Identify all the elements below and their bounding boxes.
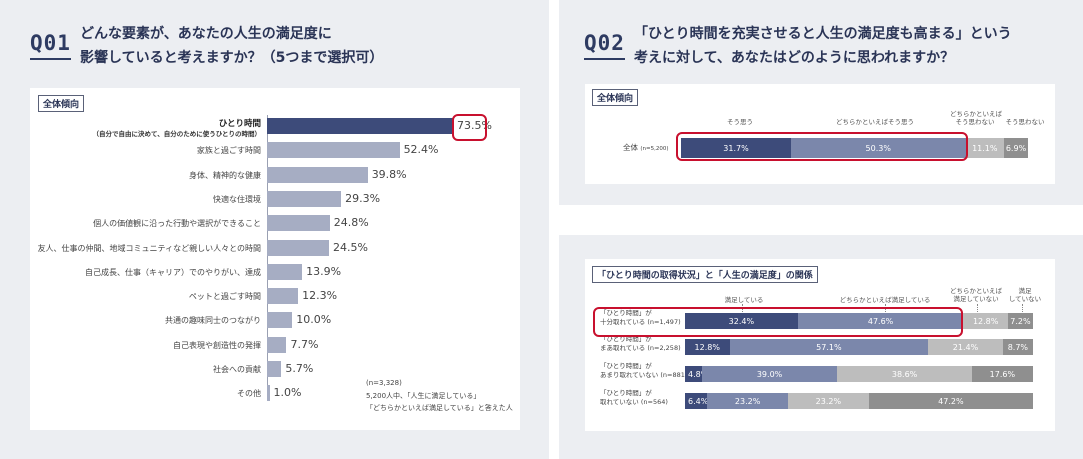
- panel-divider-horizontal: [559, 205, 1083, 235]
- q1-title-line1: どんな要素が、あなたの人生の満足度に: [80, 26, 332, 42]
- q3-header-tick: [1022, 304, 1023, 312]
- q3-segment-label: 17.6%: [971, 366, 1033, 382]
- q1-value-label: 73.5%: [456, 119, 492, 132]
- q2-row-label-text: 全体: [623, 143, 638, 152]
- q1-bar: [267, 142, 400, 159]
- q3-segment-label: 23.2%: [788, 393, 869, 409]
- q1-value-label: 10.0%: [296, 313, 332, 327]
- q1-value-label: 5.7%: [285, 362, 314, 375]
- q1-axis-line: [267, 115, 268, 398]
- q1-category-label: 家族と過ごす時間: [196, 146, 261, 156]
- q1-chart-card: [30, 88, 520, 430]
- q1-bar: [267, 385, 270, 402]
- q1-category-subtitle: （自分で自由に決めて、自分のために使うひとりの時間）: [92, 130, 261, 138]
- q3-row-label-line1: 「ひとり時間」が: [600, 309, 652, 317]
- q1-category-label: 友人、仕事の仲間、地域コミュニティなど親しい人々との時間: [37, 243, 261, 253]
- q2-segment-label: 6.9%: [1004, 138, 1028, 158]
- q3-header-2: どちらかといえば 満足していない: [950, 287, 1002, 303]
- q3-segment-label: 32.4%: [685, 313, 798, 329]
- q3-segment-label: 21.4%: [928, 339, 1003, 355]
- q2-title-line2: 考えに対して、あなたはどのように思われますか？: [634, 50, 955, 66]
- q3-segment-label: 12.8%: [685, 339, 730, 355]
- q3-highlight-box: [593, 307, 963, 337]
- q2-segment-label: 11.1%: [965, 138, 1005, 158]
- q3-header-1: どちらかといえば満足している: [839, 296, 931, 304]
- q2-highlight-box: [676, 132, 968, 161]
- q3-segment-label: 23.2%: [707, 393, 788, 409]
- q1-category-label: 個人の価値観に沿った行動や選択ができること: [93, 219, 261, 229]
- q1-bar: [267, 239, 329, 256]
- q3-segment-label: 7.2%: [1007, 313, 1033, 329]
- q1-bar: [267, 215, 330, 232]
- q1-tag: 全体傾向: [38, 95, 85, 112]
- q2-row-label: 全体 (n=5,200): [623, 144, 669, 153]
- q1-bar: [267, 190, 342, 207]
- q1-category-label: その他: [237, 389, 261, 399]
- q2-tag: 全体傾向: [592, 89, 639, 106]
- q1-title-line2: 影響していると考えますか？（5つまで選択可）: [80, 50, 384, 66]
- q1-category-label: ペットと過ごす時間: [188, 292, 261, 302]
- q1-note-line2: 「どちらかといえば満足している」と答えた人: [366, 404, 513, 412]
- q1-value-label: 24.8%: [333, 216, 369, 230]
- q3-segment-label: 6.4%: [685, 393, 708, 409]
- q1-value-label: 1.0%: [273, 386, 302, 400]
- q1-category-label: ひとり時間: [218, 119, 261, 129]
- q2-header-3: そう思わない: [1005, 118, 1045, 126]
- q2-chart-card: [585, 84, 1055, 184]
- q1-note-line1: 5,200人中、「人生に満足している」: [366, 392, 481, 400]
- q2-header-2: どちらかといえば そう思わない: [950, 110, 1002, 126]
- q1-value-label: 13.9%: [306, 264, 342, 278]
- q3-header-3: 満足 していない: [1008, 287, 1042, 303]
- q1-category-label: 快適な住環境: [213, 194, 261, 204]
- q3-row-label-line2: 十分取れている (n=1,497): [600, 318, 681, 326]
- q3-segment-label: 57.1%: [729, 339, 929, 355]
- q1-bar: [267, 118, 453, 134]
- q2-badge: Q02: [584, 31, 625, 60]
- q3-segment-label: 4.8%: [685, 366, 702, 382]
- q1-bar: [267, 312, 293, 329]
- q1-value-label: 24.5%: [332, 240, 368, 254]
- q3-header-0: 満足している: [724, 296, 764, 304]
- q3-segment-label: 12.8%: [963, 313, 1008, 329]
- q1-bar: [267, 336, 287, 353]
- q1-note-n: (n=3,328): [366, 379, 402, 387]
- q2-header-1: どちらかといえばそう思う: [836, 118, 914, 126]
- q1-value-label: 52.4%: [403, 143, 439, 157]
- q1-bar: [267, 263, 303, 280]
- q1-category-label: 共通の趣味同士のつながり: [165, 316, 261, 326]
- q3-row-label-line1: 「ひとり時間」が: [600, 362, 652, 370]
- q3-row-label-line2: あまり取れていない (n=881): [600, 371, 688, 379]
- q1-category-label: 身体、精神的な健康: [189, 170, 261, 180]
- q2-header-0: そう思う: [727, 118, 753, 126]
- q1-value-label: 12.3%: [302, 289, 338, 303]
- q3-row-label-line2: 取れていない (n=564): [600, 398, 668, 406]
- q3-segment-label: 47.6%: [797, 313, 964, 329]
- q1-bar: [267, 288, 299, 305]
- q1-category-label: 自己表現や創造性の発揮: [173, 340, 261, 350]
- q1-highlight-box: [452, 114, 487, 141]
- q1-value-label: 29.3%: [345, 191, 381, 205]
- q1-value-label: 7.7%: [290, 337, 319, 351]
- q2-title-line1: 「ひとり時間を充実させると人生の満足度も高まる」という: [634, 26, 1012, 42]
- q1-category-label: 自己成長、仕事（キャリア）でのやりがい、達成: [85, 267, 261, 277]
- q3-header-tick: [977, 304, 978, 312]
- q1-bar: [267, 361, 282, 377]
- panel-divider: [549, 0, 559, 459]
- q1-value-label: 39.8%: [371, 167, 407, 181]
- q3-segment-label: 39.0%: [701, 366, 838, 382]
- q3-row-label-line1: 「ひとり時間」が: [600, 335, 652, 343]
- q3-tag: 「ひとり時間の取得状況」と「人生の満足度」の関係: [592, 266, 818, 283]
- q2-segment-label: 50.3%: [790, 138, 966, 158]
- q3-segment-label: 38.6%: [837, 366, 972, 382]
- q3-row-label-line1: 「ひとり時間」が: [600, 389, 652, 397]
- q3-row-label-line2: まあ取れている (n=2,258): [600, 344, 681, 352]
- q1-category-label: 社会への貢献: [213, 365, 261, 374]
- q2-row-n: (n=5,200): [640, 146, 669, 152]
- q1-bar: [267, 166, 368, 183]
- q1-badge: Q01: [30, 31, 71, 60]
- q2-segment-label: 31.7%: [681, 138, 791, 158]
- q3-segment-label: 8.7%: [1002, 339, 1033, 355]
- q3-segment-label: 47.2%: [868, 393, 1033, 409]
